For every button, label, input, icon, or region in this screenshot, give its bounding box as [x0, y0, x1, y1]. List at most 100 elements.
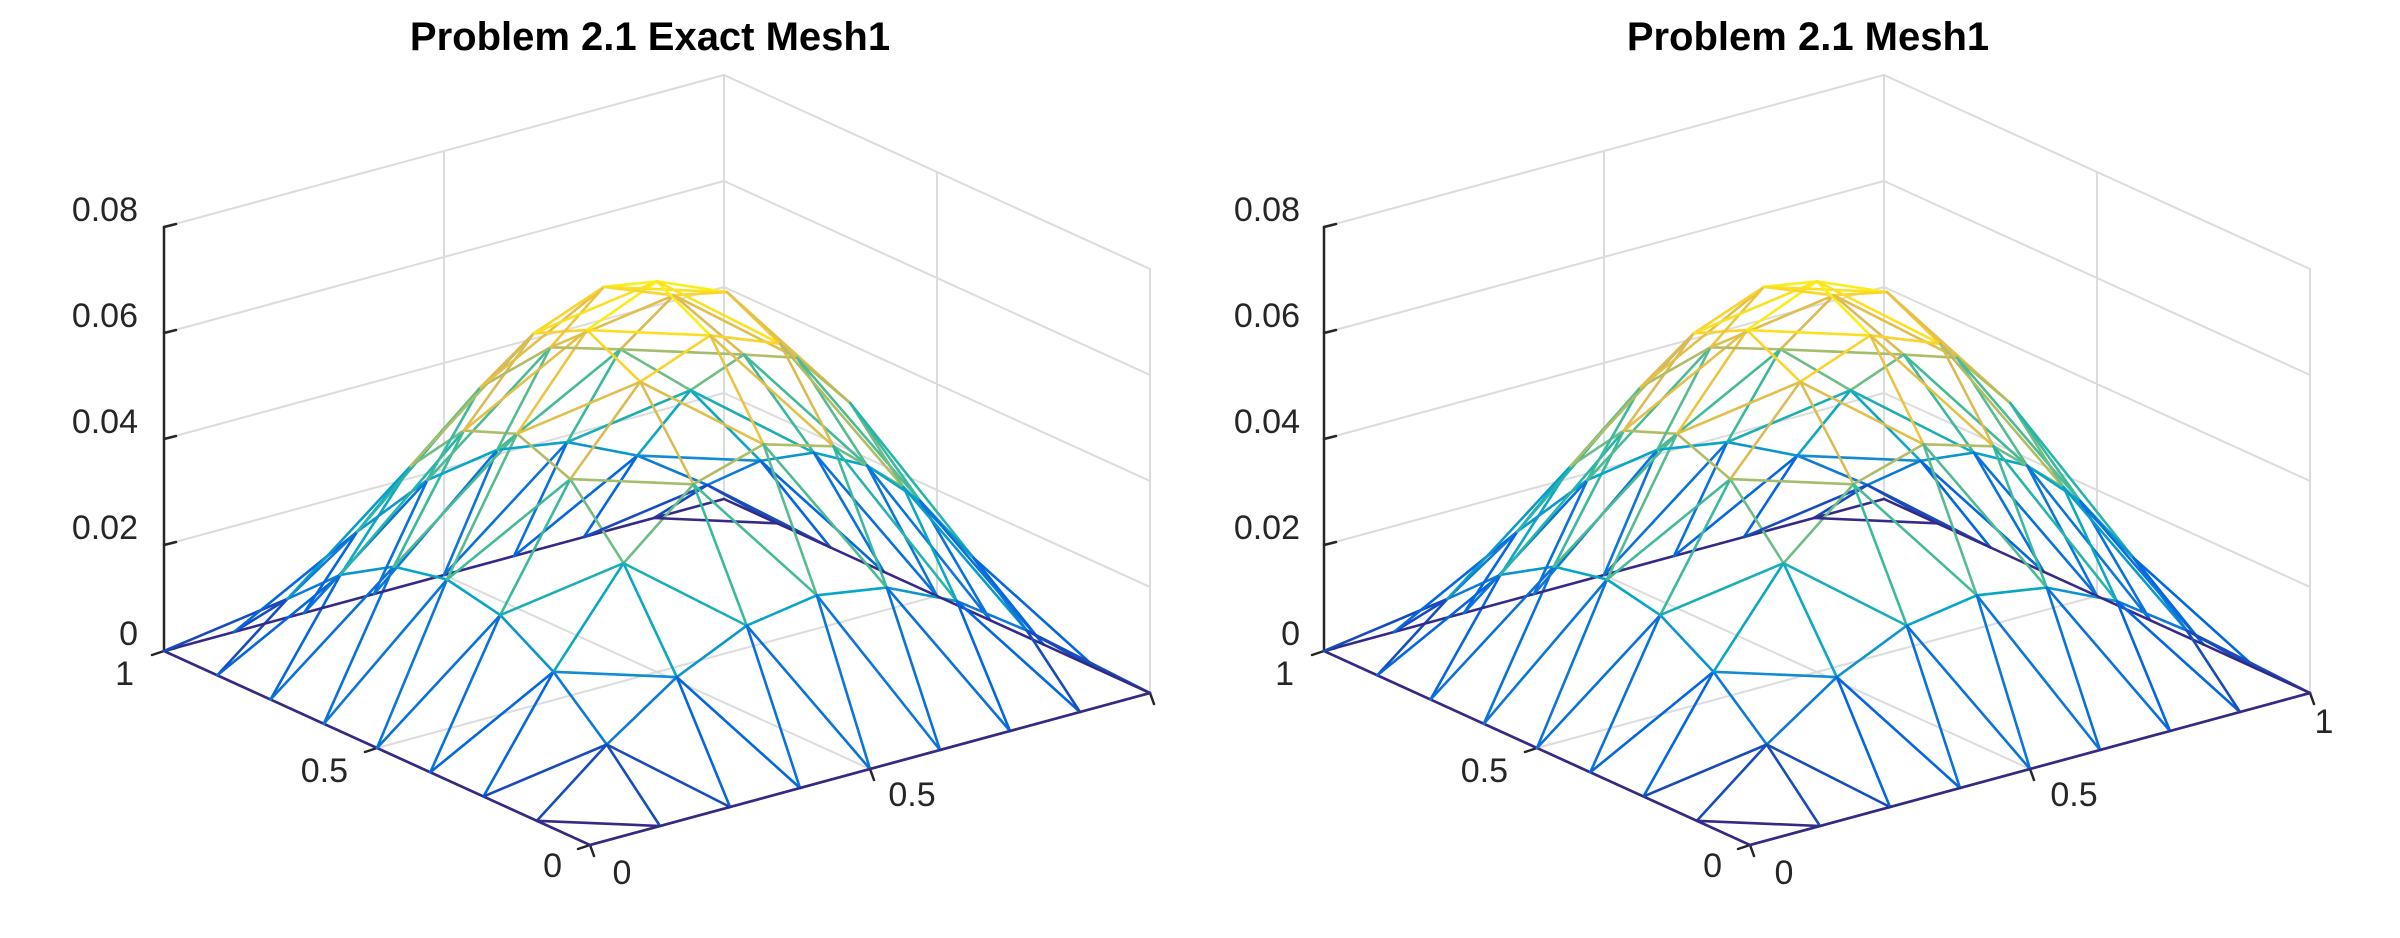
- mesh-edge: [232, 611, 306, 634]
- mesh-edge: [269, 573, 342, 701]
- mesh-edge: [162, 630, 236, 653]
- mesh-edge: [2115, 599, 2242, 714]
- mesh-edge: [742, 353, 816, 454]
- mesh-edge: [2045, 586, 2102, 752]
- mesh-edge: [552, 670, 679, 679]
- x-tick-label: 0: [613, 854, 632, 892]
- mesh-edge: [1639, 331, 1696, 389]
- mesh-edge: [1602, 440, 1729, 577]
- mesh-edge: [1672, 454, 1799, 558]
- mesh-edge: [1852, 482, 1979, 597]
- mesh-edge: [1446, 573, 1502, 601]
- mesh-edge: [1765, 675, 1839, 746]
- mesh-edge: [2042, 570, 2099, 598]
- mesh-edge: [742, 353, 869, 467]
- mesh-edge: [1866, 459, 1922, 487]
- mesh-edge: [428, 670, 555, 774]
- mesh-edge: [1008, 710, 1082, 733]
- x-tick-mark: [2308, 691, 2316, 706]
- mesh-edge: [619, 293, 676, 351]
- mesh-edge: [658, 805, 732, 828]
- z-tick-label: 0.06: [72, 297, 138, 335]
- mesh-edge: [1849, 353, 1906, 392]
- mesh-edge: [1832, 293, 1906, 356]
- mesh-edge: [1532, 478, 1589, 596]
- mesh-edge: [552, 670, 609, 746]
- mesh-edge: [638, 380, 765, 446]
- mesh-edge: [762, 442, 835, 448]
- mesh-edge: [1972, 451, 2029, 467]
- mesh-edge: [605, 743, 662, 828]
- mesh-edge: [622, 561, 749, 627]
- mesh-edge: [532, 285, 606, 335]
- mesh-edge: [2062, 485, 2119, 603]
- mesh-edge: [708, 334, 765, 446]
- mesh-edge: [1882, 497, 1939, 525]
- mesh-edge: [565, 440, 639, 457]
- mesh-edge: [1672, 440, 1729, 558]
- z-tick-label: 0.08: [72, 191, 138, 229]
- mesh-edge: [1955, 356, 2082, 503]
- mesh-edge: [1729, 477, 1855, 486]
- mesh-edge: [795, 356, 922, 503]
- mesh-edge: [1782, 482, 1855, 565]
- mesh-edge: [216, 573, 342, 677]
- mesh-edge: [568, 477, 695, 486]
- mesh-edge: [549, 285, 606, 349]
- mesh-edge: [532, 328, 589, 335]
- mesh-edge: [1726, 388, 1852, 444]
- mesh-edge: [2009, 401, 2135, 560]
- tick-labels: 0 0.02 0.04 0.06 0.08 0 0.5 1 0 0.5 1: [1234, 191, 2334, 892]
- mesh-edge: [1462, 530, 1519, 615]
- mesh-edge: [1532, 573, 1606, 596]
- mesh-edge: [722, 497, 779, 525]
- mesh-edge: [638, 334, 712, 384]
- mesh-edge: [1905, 593, 1979, 627]
- mesh-edge: [1745, 328, 1872, 337]
- mesh-edge: [302, 530, 359, 615]
- mesh-edge: [1589, 670, 1715, 774]
- mesh-edge: [535, 743, 609, 823]
- mesh-edge: [778, 342, 905, 489]
- x-tick-label: 0.5: [888, 776, 935, 814]
- y-tick-label: 0: [1703, 847, 1722, 885]
- mesh-edge: [1779, 293, 1836, 351]
- mesh-edge: [1812, 516, 1939, 525]
- z-tick-label: 0.04: [1234, 403, 1300, 441]
- mesh-edge: [1958, 767, 2032, 790]
- mesh-edge: [1869, 334, 1925, 446]
- mesh-edge: [1659, 613, 1715, 674]
- mesh-edge: [1902, 353, 2029, 467]
- z-tick-mark: [162, 328, 178, 335]
- mesh-edge: [2255, 667, 2312, 695]
- mesh-edge: [635, 454, 709, 487]
- mesh-edge: [885, 586, 942, 752]
- mesh-edge: [1992, 444, 2049, 589]
- mesh-edge: [588, 824, 662, 847]
- mesh-edge: [2098, 729, 2172, 752]
- mesh-edge: [2132, 556, 2259, 671]
- mesh-edge: [832, 444, 889, 589]
- mesh-edge: [1782, 561, 1909, 627]
- mesh-edge: [1322, 630, 1396, 653]
- mesh-edge: [409, 429, 466, 468]
- mesh-edge: [1955, 356, 2012, 405]
- z-tick-label: 0: [119, 615, 138, 653]
- mesh-edge: [1622, 429, 1679, 436]
- x-tick-mark: [1148, 691, 1156, 706]
- mesh-edge: [1586, 385, 1642, 482]
- mesh-edge: [425, 448, 499, 482]
- y-tick-label: 0: [543, 847, 562, 885]
- mesh-edge: [1729, 477, 1785, 565]
- z-tick-mark: [1322, 222, 1338, 229]
- mesh-edge: [1922, 442, 2049, 589]
- mesh-edge: [882, 570, 939, 598]
- mesh-edge: [1975, 593, 2102, 752]
- mesh-edge: [655, 280, 729, 294]
- mesh-edge: [1446, 464, 1572, 601]
- mesh-edge: [425, 345, 552, 482]
- mesh-edge: [2149, 618, 2205, 646]
- mesh-edge: [462, 331, 536, 432]
- mesh-edge: [1779, 347, 1852, 392]
- mesh-edge: [1552, 432, 1679, 568]
